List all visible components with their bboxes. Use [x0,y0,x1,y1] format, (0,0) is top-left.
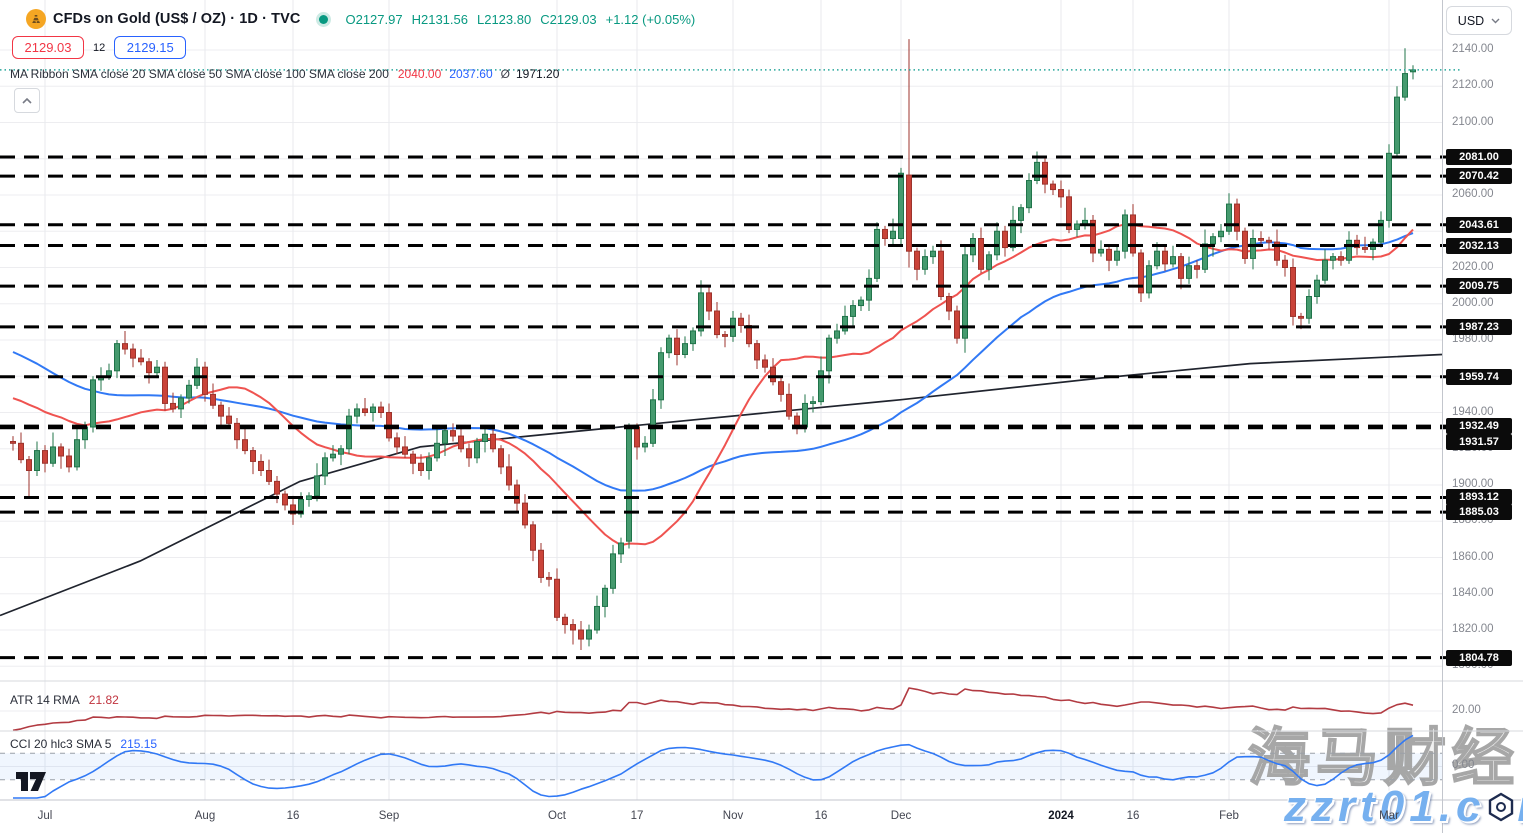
price-tick: 1980.00 [1452,333,1494,345]
price-tick: 2000.00 [1452,296,1494,309]
support-resistance-lines[interactable] [0,155,1455,660]
site-watermark-text-left: zzrt01.c [1284,782,1486,831]
price-tick: 1900.00 [1452,478,1494,490]
open-value: O2127.97 [345,11,403,27]
sma20-line [12,223,1414,547]
time-tick: Jul [37,810,53,822]
cci-band [0,753,1442,780]
price-tick: 1860.00 [1452,550,1494,563]
chevron-down-icon [1491,18,1500,23]
price-tick: 1820.00 [1452,623,1494,635]
sma100-hidden-value: Ø [500,67,510,81]
time-tick: 2024 [1048,810,1074,822]
symbol-header: CFDs on Gold (US$ / OZ) · 1D · TVC O2127… [26,8,695,30]
currency-label: USD [1457,13,1485,28]
ohlc-values: O2127.97 H2131.56 L2123.80 C2129.03 +1.1… [345,12,695,27]
close-value: C2129.03 [540,11,597,27]
time-tick: 16 [1126,810,1140,822]
cci-legend[interactable]: CCI 20 hlc3 SMA 5 215.15 [10,737,157,751]
time-tick: Feb [1219,810,1239,822]
price-tick: 2120.00 [1452,79,1494,92]
site-watermark: zzrt01.c n [1284,782,1523,832]
collapse-legend-button[interactable] [14,88,40,113]
price-tick: 2060.00 [1452,188,1494,200]
ma-ribbon-label: MA Ribbon SMA close 20 SMA close 50 SMA … [10,67,389,81]
high-value: H2131.56 [411,11,468,27]
time-tick: Nov [722,810,744,822]
market-status-icon[interactable] [316,11,332,27]
spread-value: 12 [93,41,106,54]
price-tick: 2100.00 [1452,115,1494,128]
level-price-label: 2070.42 [1446,168,1512,185]
time-tick: Sep [378,810,400,822]
time-tick: Aug [194,810,216,822]
buy-button[interactable]: 2129.15 [114,36,187,59]
level-price-label: 1931.57 [1446,433,1512,450]
atr-label: ATR 14 RMA [10,693,80,707]
bid-ask-widget: 2129.03 12 2129.15 [12,36,187,59]
grid-layer [0,0,1442,800]
sma200-line [0,353,1443,617]
price-tick: 2020.00 [1452,260,1494,273]
indicator-tick: 0.00 [1452,759,1475,771]
watermark-cjk-layer: 海马财经 [1247,723,1520,794]
level-price-label: 1885.03 [1446,504,1512,521]
gold-coin-icon [26,9,46,29]
price-tick: 1840.00 [1452,586,1494,599]
sell-button[interactable]: 2129.03 [12,36,84,59]
price-tick: 1940.00 [1452,405,1494,418]
low-value: L2123.80 [476,11,532,27]
level-price-label: 1987.23 [1446,318,1512,335]
change-value: +1.12 (+0.05%) [605,11,696,27]
time-tick: 17 [630,810,644,822]
atr-value: 21.82 [88,693,119,707]
level-price-label: 1932.49 [1446,418,1512,435]
level-price-label: 1893.12 [1446,489,1512,506]
level-price-label: 2032.13 [1446,237,1512,254]
ma-ribbon-legend[interactable]: MA Ribbon SMA close 20 SMA close 50 SMA … [10,67,559,81]
candles-layer[interactable] [10,39,1416,650]
chevron-up-icon [22,97,32,104]
sma20-value: 2040.00 [397,67,442,81]
level-price-label: 2009.75 [1446,278,1512,295]
price-tick: 2140.00 [1452,43,1494,55]
tradingview-logo-icon[interactable] [16,772,48,797]
cci-value: 215.15 [120,737,158,751]
sma50-line [12,232,1414,492]
level-price-label: 2043.61 [1446,216,1512,233]
site-watermark-text-right: n [1517,782,1523,832]
atr-line [12,687,1414,732]
atr-legend[interactable]: ATR 14 RMA 21.82 [10,693,119,707]
time-tick: 16 [814,810,828,822]
sma50-value: 2037.60 [449,67,493,81]
time-tick: Mar [1379,810,1399,822]
watermark-text: 海马财经 [1248,724,1520,793]
sma200-value: 1971.20 [516,67,560,81]
level-price-label: 1804.78 [1446,649,1512,666]
time-tick: Dec [890,810,912,822]
time-tick: Oct [548,810,566,822]
symbol-title[interactable]: CFDs on Gold (US$ / OZ) · 1D · TVC [53,11,301,27]
time-tick: 16 [286,810,300,822]
level-price-label: 2081.00 [1446,148,1512,165]
cci-label: CCI 20 hlc3 SMA 5 [10,737,112,751]
cci-line [0,734,1442,799]
indicator-tick: 20.00 [1452,704,1481,716]
level-price-label: 1959.74 [1446,368,1512,385]
hexagon-eye-icon [1489,792,1514,822]
currency-dropdown[interactable]: USD [1446,6,1512,35]
